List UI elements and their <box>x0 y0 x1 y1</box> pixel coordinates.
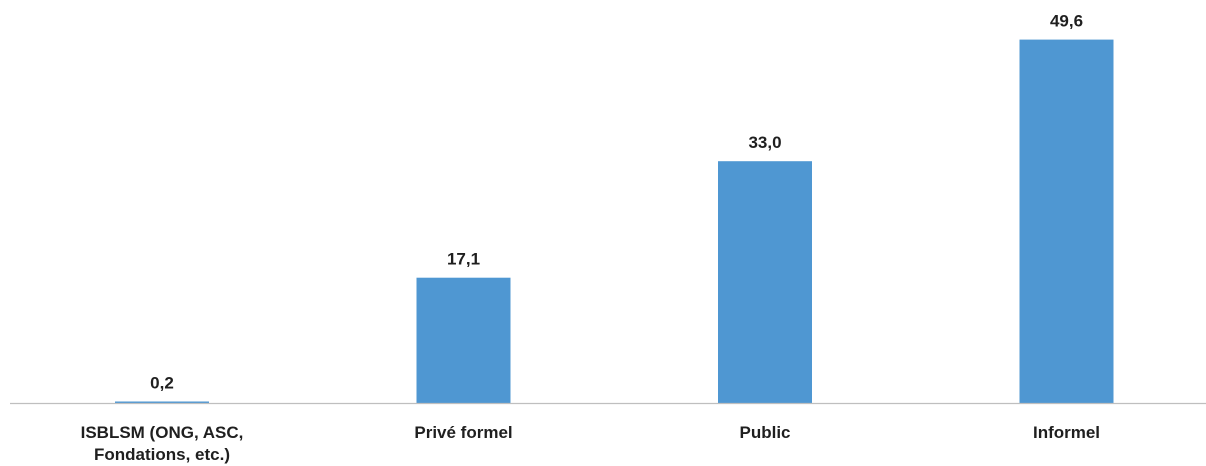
category-label-2-line-0: Public <box>739 423 790 442</box>
bars-layer <box>115 39 1114 403</box>
category-label-3: Informel <box>1033 423 1100 442</box>
category-label-0-line-1: Fondations, etc.) <box>94 445 230 464</box>
bar-2 <box>718 161 812 403</box>
category-label-0: ISBLSM (ONG, ASC, Fondations, etc.) <box>81 423 244 464</box>
category-label-1-line-0: Privé formel <box>414 423 512 442</box>
bar-value-label-3: 49,6 <box>1050 12 1083 31</box>
bar-value-label-1: 17,1 <box>447 250 480 269</box>
category-label-0-line-0: ISBLSM (ONG, ASC, <box>81 423 244 442</box>
bar-value-label-0: 0,2 <box>150 374 174 393</box>
bar-1 <box>416 277 511 403</box>
bar-0 <box>115 401 209 403</box>
bar-value-label-2: 33,0 <box>748 133 781 152</box>
category-label-2: Public <box>739 423 790 442</box>
category-label-1: Privé formel <box>414 423 512 442</box>
category-label-3-line-0: Informel <box>1033 423 1100 442</box>
category-labels-layer: ISBLSM (ONG, ASC, Fondations, etc.) Privé … <box>81 423 1100 464</box>
value-labels-layer: 0,2 17,1 33,0 49,6 <box>150 12 1083 393</box>
bar-3 <box>1019 39 1114 403</box>
